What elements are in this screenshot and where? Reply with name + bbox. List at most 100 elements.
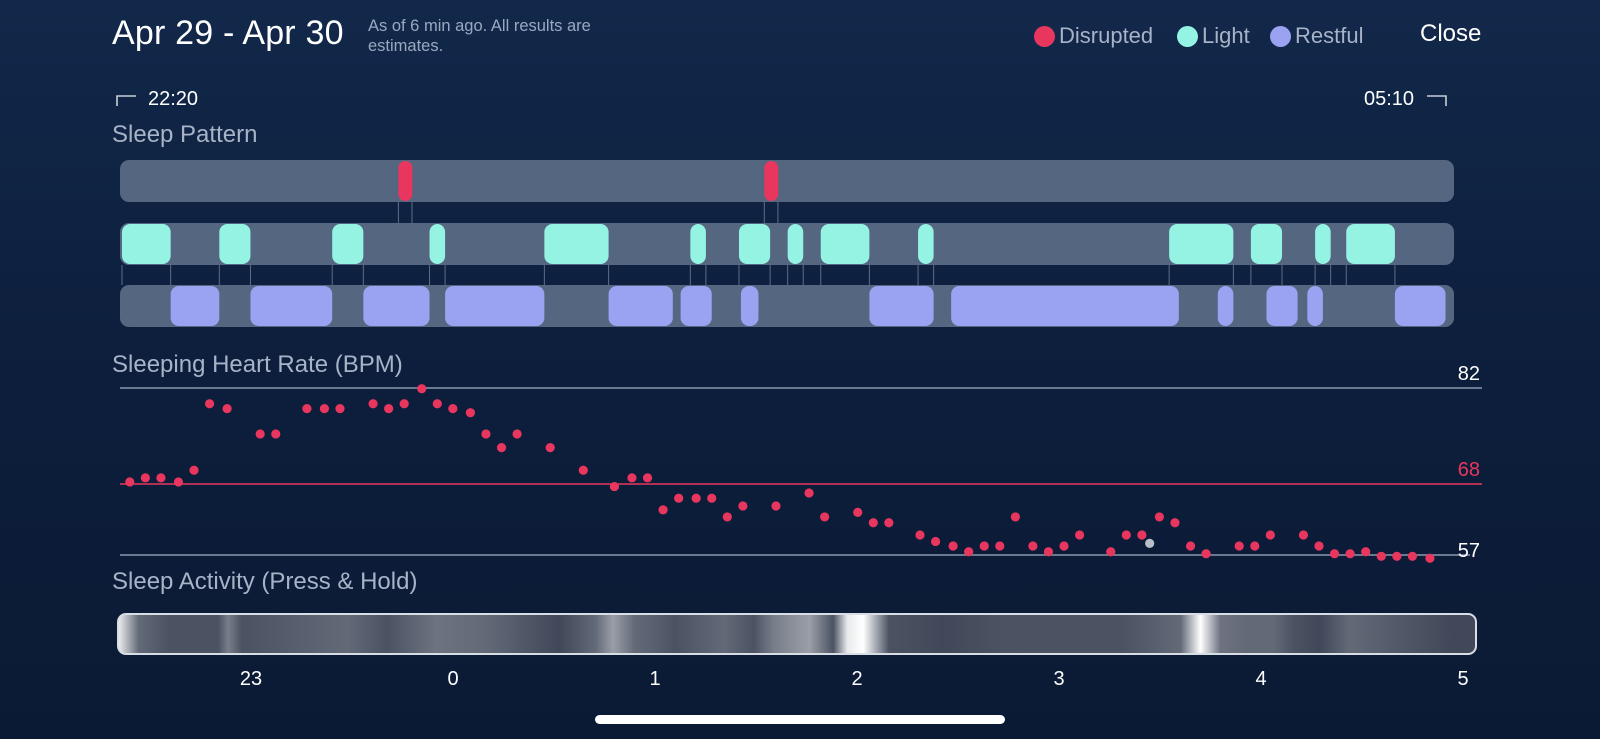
estimate-note: As of 6 min ago. All results are estimat… [368,17,591,55]
hr-data-point [1376,551,1386,561]
restful-segment [951,286,1179,326]
hr-data-point [399,399,409,409]
hr-data-point [1329,549,1340,559]
hr-data-point [319,403,330,414]
light-segment [1315,224,1331,264]
hr-data-point [820,512,830,522]
hr-data-point [204,399,215,409]
hr-data-point [771,501,781,511]
hr-data-point [448,403,458,414]
legend-restful: Restful [1270,22,1363,50]
hr-min-label: 57 [1457,540,1480,562]
hr-data-point [302,403,312,414]
date-range-title: Apr 29 - Apr 30 [112,14,344,52]
legend-disrupted: Disrupted [1034,22,1153,50]
hr-data-point [1075,530,1085,540]
start-time: 22:20 [116,88,198,111]
restful-segment [363,286,430,326]
light-segment [122,224,171,264]
time-axis-tick: 2 [851,668,863,690]
hr-data-point [964,547,974,557]
hr-data-point [1185,541,1196,551]
hr-data-point [578,465,588,475]
hr-data-point [1137,530,1147,540]
restful-segment [740,286,759,326]
hr-data-point [481,429,491,439]
hr-data-point [1298,530,1309,540]
time-axis-tick: 3 [1053,668,1065,690]
restful-segment [1307,286,1323,326]
heart-rate-title: Sleeping Heart Rate (BPM) [112,351,403,378]
home-indicator[interactable] [595,715,1005,724]
hr-data-point [189,465,199,475]
hr-data-point [884,518,894,528]
hr-data-point [1234,541,1244,551]
end-time: 05:10 [1364,88,1448,111]
hr-data-point [125,477,135,487]
hr-data-point [868,518,878,528]
hr-data-point [1314,541,1324,551]
hr-data-point [707,493,717,503]
hr-data-point [930,536,941,547]
hr-data-point [642,473,653,483]
hr-data-point [1425,553,1435,563]
hr-data-point [691,493,701,503]
hr-data-point [173,477,184,487]
hr-data-point [432,399,442,409]
legend-label: Restful [1295,23,1364,48]
hr-data-point [140,473,150,483]
hr-data-point [1265,530,1275,540]
legend-label: Light [1202,23,1250,48]
disrupted-segment [398,161,413,201]
close-button[interactable]: Close [1420,20,1482,47]
hr-data-point [804,488,814,498]
hr-data-point [222,403,232,414]
hr-outlier-point [1145,538,1155,548]
restful-segment [680,286,712,326]
restful-segment [869,286,934,326]
hr-data-point [417,384,427,394]
hr-data-point [465,408,475,418]
hr-data-point [1010,512,1020,522]
hr-data-point [658,505,668,515]
sleep-activity-bar[interactable] [117,613,1477,655]
hr-data-point [1028,541,1038,551]
light-segment [738,224,771,264]
hr-data-point [722,512,732,522]
range-end-bracket-icon [1427,94,1447,106]
time-axis-tick: 1 [649,668,661,690]
restful-segment [170,286,220,326]
sleep-activity-title: Sleep Activity (Press & Hold) [112,568,418,595]
hr-max-label: 82 [1457,363,1480,385]
hr-avg-label: 68 [1457,459,1480,481]
hr-data-point [948,541,958,551]
hr-data-point [1154,512,1165,522]
restful-segment [1217,286,1234,326]
hr-data-point [915,530,925,540]
hr-data-point [255,429,265,439]
pattern-track-light [120,223,1454,265]
restful-segment [1266,286,1298,326]
hr-data-point [1361,547,1371,557]
hr-data-point [1345,549,1355,559]
light-segment [429,224,446,264]
disrupted-segment [764,161,779,201]
hr-data-point [368,399,378,409]
hr-data-point [545,443,555,453]
time-axis-tick: 0 [447,668,459,690]
hr-data-point [156,473,166,483]
light-dot-icon [1177,25,1198,47]
pattern-track-disrupted [120,160,1454,202]
hr-data-point [995,541,1005,551]
hr-data-point [1043,547,1054,557]
legend-light: Light [1177,22,1250,50]
hr-data-point [1392,551,1402,561]
restful-segment [250,286,333,326]
hr-data-point [512,429,522,439]
legend-label: Disrupted [1059,23,1154,48]
hr-data-point [335,403,345,414]
hr-data-point [1250,541,1260,551]
light-segment [1169,224,1234,264]
hr-data-point [853,507,863,517]
